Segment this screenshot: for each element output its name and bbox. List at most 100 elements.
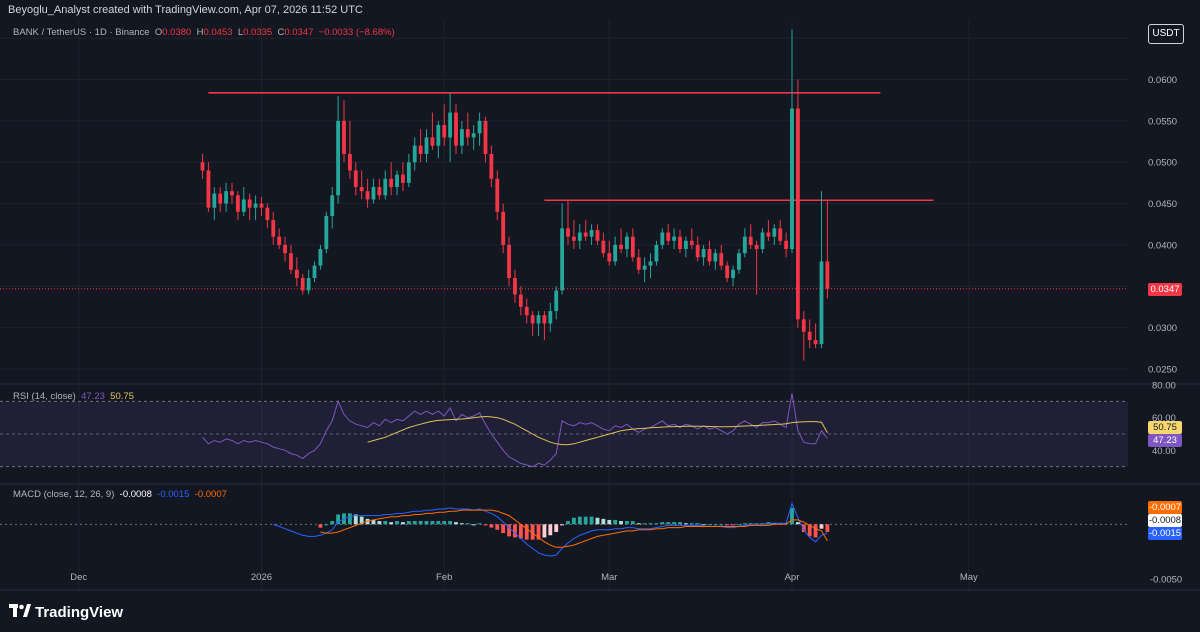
candle-body	[825, 261, 830, 289]
candle-body	[277, 236, 282, 245]
macd-line	[273, 502, 828, 557]
candle-body	[695, 244, 700, 258]
candle-body	[713, 253, 718, 262]
candle-body	[648, 261, 653, 266]
candle-body	[424, 137, 429, 154]
candle-body	[365, 191, 370, 200]
candle-body	[489, 153, 494, 179]
rsi-label: RSI (14, close)	[13, 391, 76, 402]
candle-body	[324, 215, 329, 250]
macd-histogram-bar	[725, 524, 730, 526]
macd-histogram-bar	[701, 524, 706, 526]
macd-tag: -0.0008	[1148, 514, 1182, 527]
symbol-name[interactable]: BANK / TetherUS · 1D · Binance	[13, 27, 150, 38]
candle-body	[371, 187, 376, 200]
candle-body	[259, 203, 264, 208]
candle-body	[731, 269, 735, 278]
signal-tag: -0.0015	[1148, 527, 1182, 540]
candle-body	[748, 236, 753, 245]
currency-button[interactable]: USDT	[1148, 24, 1184, 44]
macd-histogram-bar	[365, 518, 370, 525]
candle-body	[790, 108, 794, 250]
macd-histogram-bar	[642, 523, 647, 525]
candle-body	[560, 228, 565, 291]
macd-histogram-bar	[418, 521, 423, 525]
macd-histogram-bar	[695, 523, 700, 525]
tradingview-logo[interactable]: TradingView	[9, 604, 123, 621]
close-value: 0.0347	[284, 27, 314, 38]
signal-value: -0.0015	[157, 489, 190, 500]
macd-histogram-bar	[678, 522, 682, 525]
price-tick-label: 0.0400	[1148, 240, 1177, 251]
candle-body	[819, 261, 824, 345]
macd-histogram-bar	[501, 524, 506, 534]
macd-legend[interactable]: MACD (close, 12, 26, 9) -0.0008 -0.0015 …	[13, 489, 227, 500]
macd-histogram-bar	[666, 522, 671, 525]
change-value: −0.0033 (−8.68%)	[318, 27, 395, 38]
candle-body	[630, 236, 635, 258]
macd-histogram-bar	[571, 517, 576, 525]
candle-body	[589, 230, 594, 237]
candle-body	[471, 133, 476, 138]
rsi-ma-tag: 50.75	[1148, 421, 1182, 434]
time-tick-label: 2026	[251, 572, 272, 583]
price-tick-label: 0.0500	[1148, 158, 1177, 169]
macd-histogram-bar	[589, 516, 594, 525]
macd-histogram-bar	[713, 524, 718, 526]
candle-body	[683, 240, 688, 250]
candle-body	[448, 112, 453, 138]
candle-body	[689, 240, 694, 245]
macd-histogram-bar	[347, 513, 352, 525]
candle-body	[465, 129, 470, 138]
candle-body	[601, 240, 606, 254]
macd-histogram-bar	[324, 524, 329, 526]
macd-histogram-bar	[518, 524, 523, 539]
candle-body	[212, 193, 217, 208]
candlestick-series[interactable]	[200, 29, 830, 361]
tradingview-logo-icon	[9, 604, 31, 617]
candle-body	[742, 236, 747, 254]
macd-histogram-bar	[412, 521, 417, 525]
macd-histogram-bar	[613, 519, 618, 525]
macd-histogram-bar	[630, 521, 635, 525]
candle-body	[265, 207, 270, 221]
candle-body	[395, 174, 399, 188]
rsi-legend[interactable]: RSI (14, close) 47.23 50.75	[13, 391, 134, 402]
candle-body	[353, 170, 358, 188]
price-tick-label: 0.0300	[1148, 323, 1177, 334]
candle-body	[737, 253, 741, 270]
macd-histogram-bar	[660, 522, 665, 525]
macd-histogram-bar	[371, 519, 376, 525]
macd-histogram-bar	[607, 519, 612, 525]
macd-histogram-bar	[819, 524, 824, 529]
candle-body	[807, 331, 812, 341]
macd-label: MACD (close, 12, 26, 9)	[13, 489, 115, 500]
candle-body	[436, 125, 441, 146]
axes: 0.06500.06000.05500.05000.04500.04000.03…	[0, 34, 1200, 591]
macd-histogram-bar	[459, 523, 464, 525]
candle-body	[483, 120, 488, 154]
candle-body	[672, 236, 677, 241]
candle-body	[554, 290, 559, 312]
macd-histogram-bar	[801, 524, 806, 532]
time-tick-label: Dec	[70, 572, 87, 583]
macd-histogram-bar	[619, 521, 623, 525]
macd-histogram-bar	[689, 523, 694, 525]
candle-body	[801, 319, 806, 332]
macd-histogram-bar	[389, 522, 394, 525]
candle-body	[701, 249, 706, 258]
rsi-tick-label: 60.00	[1152, 413, 1176, 424]
brand-name: TradingView	[35, 604, 124, 621]
macd-histogram-bar	[430, 521, 435, 525]
candle-body	[530, 315, 535, 324]
low-label: L	[237, 27, 244, 38]
candle-body	[330, 195, 335, 216]
macd-histogram-bar	[648, 523, 653, 525]
candle-body	[513, 277, 517, 295]
macd-histogram-bar	[471, 524, 476, 526]
candle-body	[778, 228, 783, 241]
price-tick-label: 0.0550	[1148, 116, 1177, 127]
footer-bar	[0, 596, 1200, 632]
macd-histogram-bar	[483, 524, 488, 526]
candle-body	[725, 265, 730, 278]
